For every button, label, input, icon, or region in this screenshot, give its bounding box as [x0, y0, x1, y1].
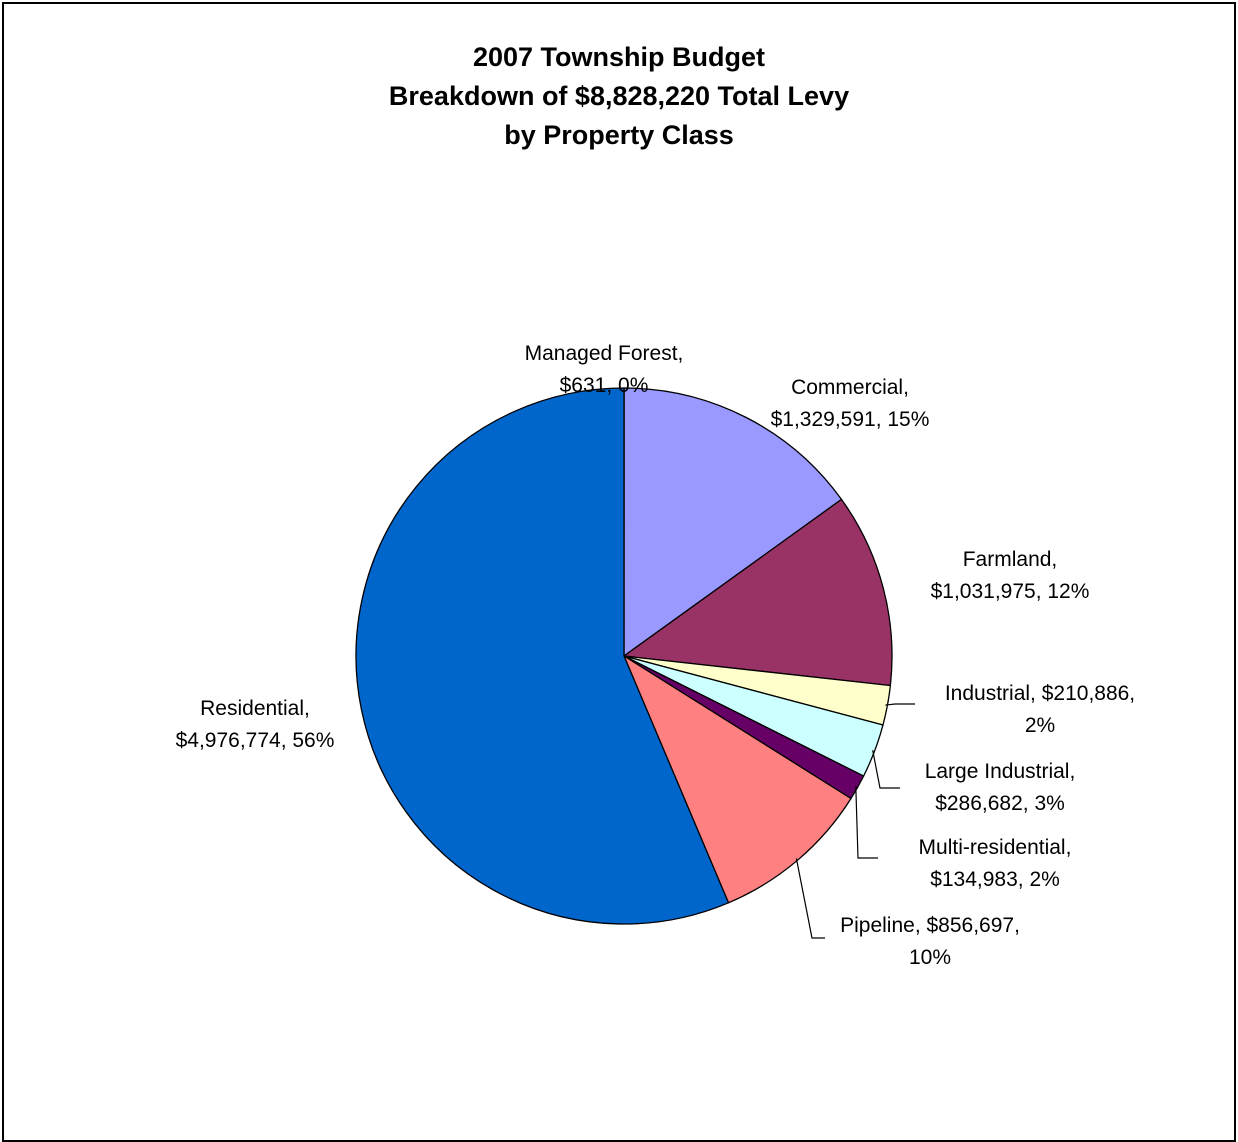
- slice-label-farmland: Farmland, $1,031,975, 12%: [931, 548, 1090, 603]
- slice-label-line: Pipeline, $856,697,: [840, 914, 1020, 937]
- slice-label-line: $134,983, 2%: [930, 868, 1060, 891]
- leader-line-multi-residential: [856, 787, 878, 859]
- slice-label-line: $4,976,774, 56%: [176, 729, 335, 752]
- leader-line-large-industrial: [873, 750, 900, 788]
- slice-label-line: Industrial, $210,886,: [945, 682, 1135, 705]
- slice-label-line: 2%: [1025, 714, 1055, 737]
- slice-label-commercial: Commercial, $1,329,591, 15%: [771, 376, 930, 431]
- slice-label-line: 10%: [909, 946, 951, 969]
- slice-label-line: Multi-residential,: [919, 836, 1072, 859]
- slice-label-line: Commercial,: [791, 376, 909, 399]
- slice-label-line: Large Industrial,: [925, 760, 1076, 783]
- slice-label-multi-residential: Multi-residential, $134,983, 2%: [919, 836, 1072, 891]
- slice-label-line: $631, 0%: [560, 374, 649, 397]
- slice-label-industrial: Industrial, $210,886, 2%: [945, 682, 1135, 737]
- slice-label-line: Residential,: [200, 697, 310, 720]
- slice-label-large-industrial: Large Industrial, $286,682, 3%: [925, 760, 1076, 815]
- slice-label-line: $1,031,975, 12%: [931, 580, 1090, 603]
- leader-line-industrial: [885, 704, 915, 705]
- slice-label-managed-forest: Managed Forest, $631, 0%: [525, 342, 684, 397]
- slice-label-pipeline: Pipeline, $856,697, 10%: [840, 914, 1020, 969]
- slice-label-residential: Residential, $4,976,774, 56%: [176, 697, 335, 752]
- slice-label-line: $286,682, 3%: [935, 792, 1065, 815]
- slice-label-line: Managed Forest,: [525, 342, 684, 365]
- leader-line-pipeline: [796, 859, 825, 939]
- slice-label-line: Farmland,: [963, 548, 1058, 571]
- slice-label-line: $1,329,591, 15%: [771, 408, 930, 431]
